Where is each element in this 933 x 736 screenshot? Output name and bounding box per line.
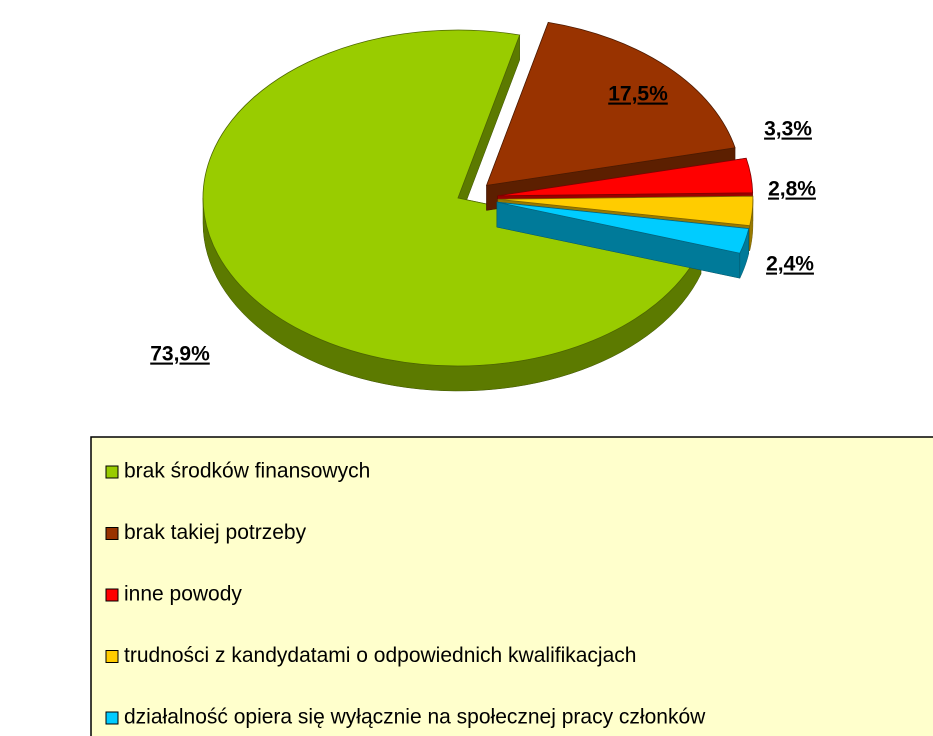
slice — [202, 29, 702, 367]
slice — [485, 21, 736, 186]
legend-label: działalność opiera się wyłącznie na społ… — [124, 706, 706, 729]
slice — [497, 195, 754, 227]
legend-label: brak środków finansowych — [124, 460, 370, 483]
data-label: 2,4% — [766, 253, 814, 276]
legend-swatch — [105, 588, 119, 602]
data-label: 3,3% — [764, 118, 812, 141]
legend-label: inne powody — [124, 583, 242, 606]
data-label: 2,8% — [768, 178, 816, 201]
data-label: 73,9% — [150, 343, 210, 366]
slice — [497, 157, 754, 197]
legend-swatch — [105, 527, 119, 540]
legend-label: trudności z kandydatami o odpowiednich k… — [124, 644, 636, 667]
slice — [496, 201, 750, 254]
legend-swatch — [105, 465, 119, 479]
legend-swatch — [105, 711, 119, 725]
data-label: 17,5% — [608, 83, 668, 106]
legend-box — [90, 436, 933, 736]
legend-label: brak takiej potrzeby — [124, 521, 307, 544]
legend-swatch — [105, 650, 119, 663]
